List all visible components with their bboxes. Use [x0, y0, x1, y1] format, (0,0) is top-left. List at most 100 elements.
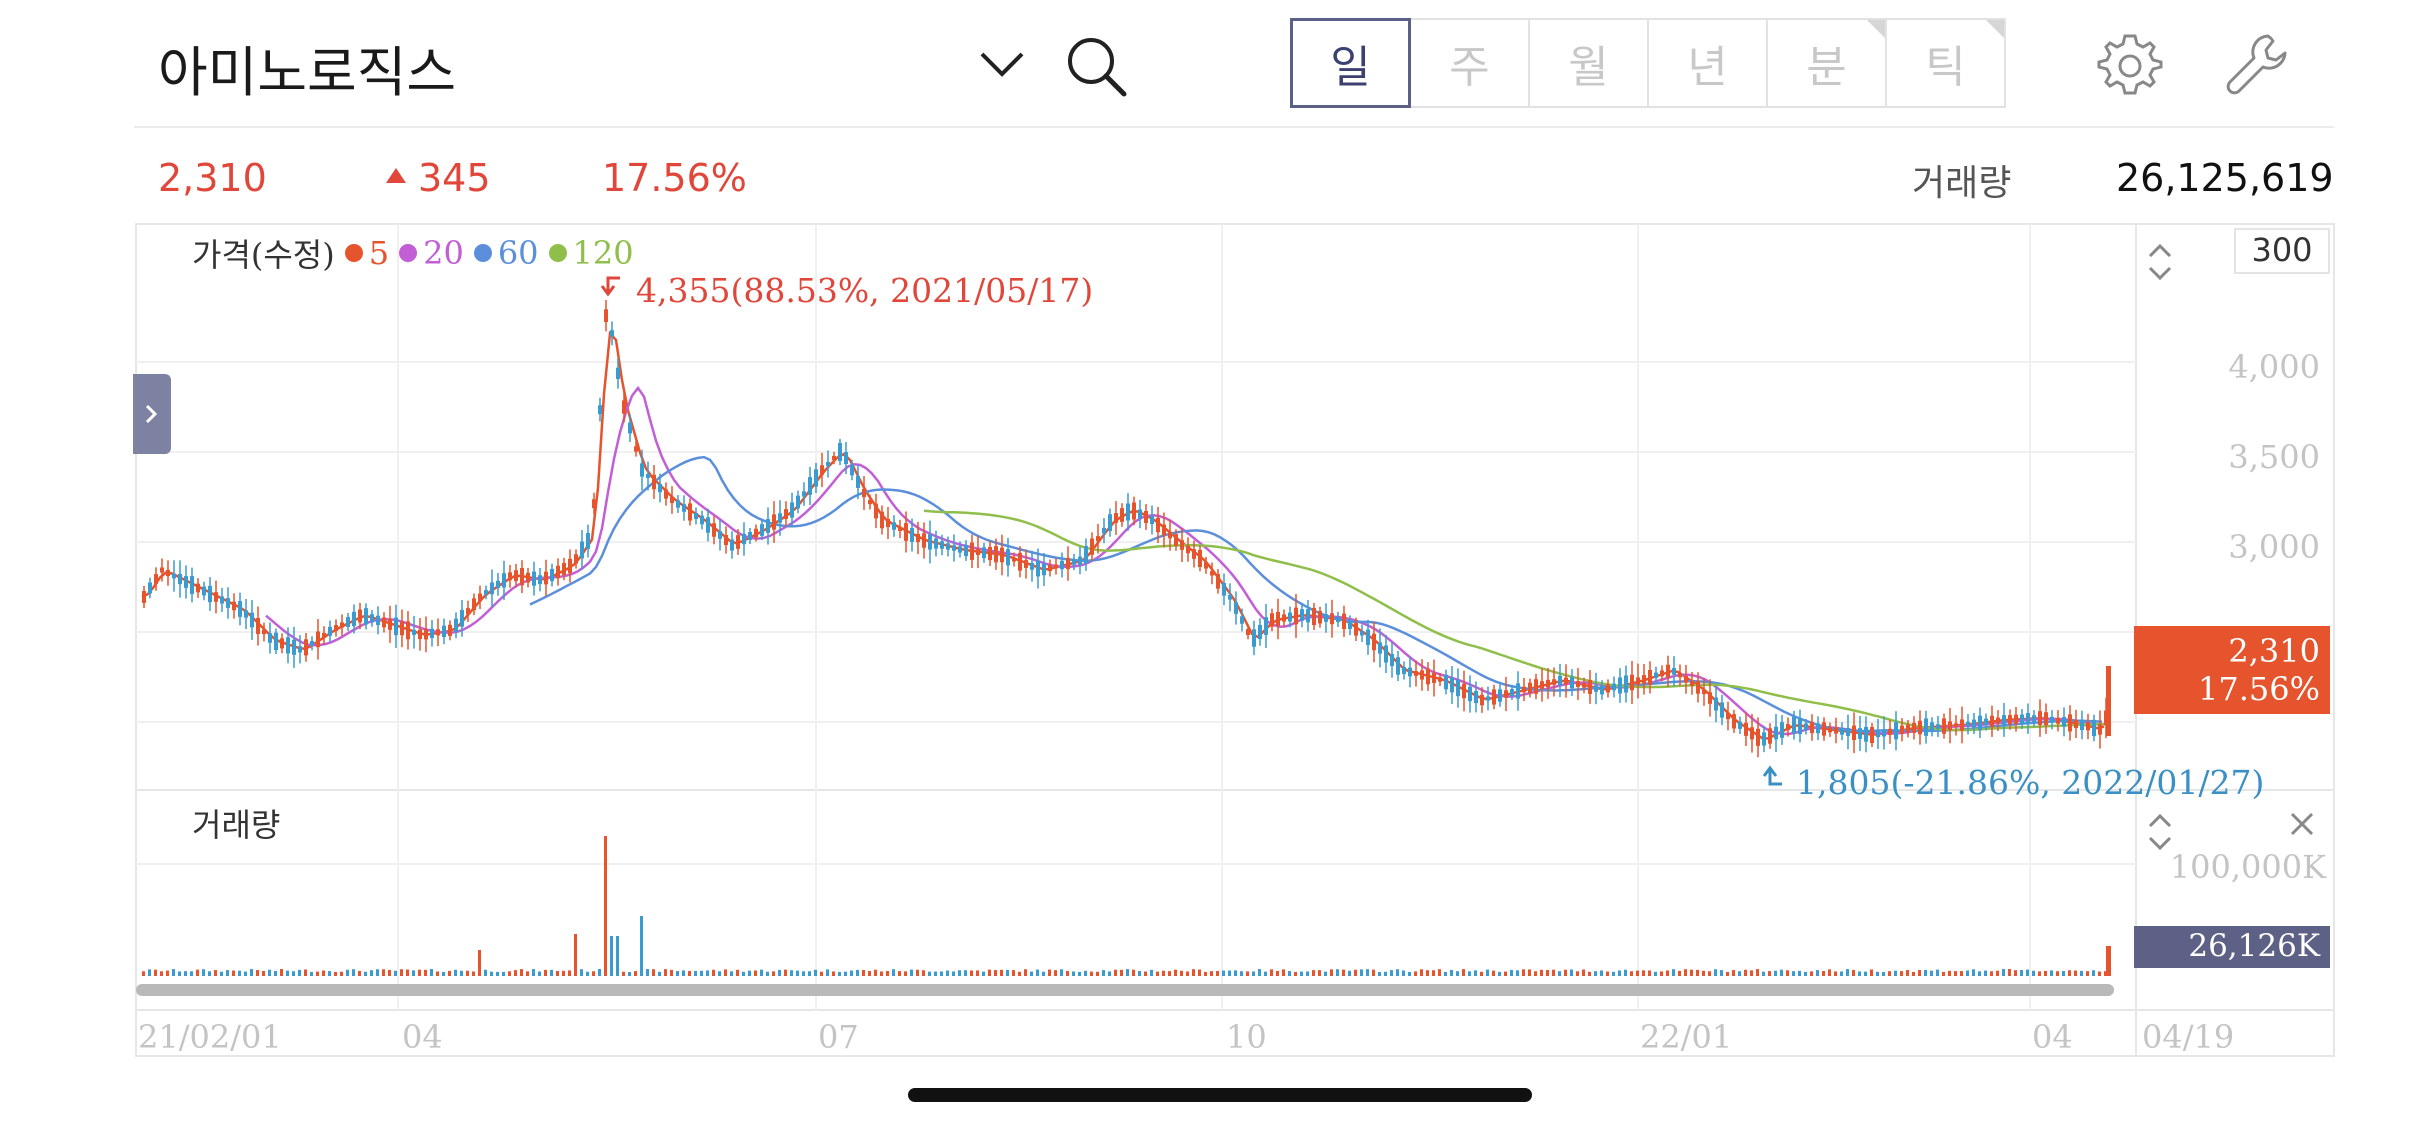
volume-bar: [508, 971, 511, 976]
search-icon[interactable]: [1064, 34, 1128, 98]
stock-name[interactable]: 아미노로직스: [158, 41, 457, 104]
candle-body: [856, 476, 860, 488]
chevron-down-icon[interactable]: [976, 44, 1028, 84]
volume-bar: [376, 969, 379, 976]
candle-body: [1594, 685, 1598, 692]
gear-icon[interactable]: [2096, 30, 2164, 98]
tab-tick[interactable]: 틱: [1885, 18, 2006, 108]
volume-bar: [880, 971, 883, 976]
scale-arrows-icon[interactable]: [2148, 243, 2172, 281]
candle-body: [1300, 609, 1304, 621]
volume-bar: [1114, 969, 1117, 976]
volume-bar: [418, 969, 421, 976]
price-scale-box[interactable]: 300: [2234, 228, 2330, 274]
volume-bar: [436, 971, 439, 976]
volume-bar: [1444, 971, 1447, 976]
period-tabs: 일 주 월 년 분 틱: [1290, 18, 2006, 110]
volume-bar: [946, 970, 949, 976]
volume-bar: [466, 970, 469, 976]
moving-average-line: [265, 385, 2103, 736]
candle-body: [214, 592, 218, 602]
volume-bar: [676, 971, 679, 976]
volume-bar: [2044, 970, 2047, 976]
volume-bar: [808, 971, 811, 976]
candle-body: [862, 488, 866, 498]
candle-body: [1624, 675, 1628, 693]
tab-minute[interactable]: 분: [1766, 18, 1887, 108]
volume-bar: [1474, 970, 1477, 976]
legend-ma60: 60: [497, 234, 539, 272]
candle-body: [1804, 723, 1808, 731]
volume-bar: [490, 971, 493, 976]
candle-body: [886, 518, 890, 528]
tab-year[interactable]: 년: [1647, 18, 1768, 108]
volume-bar: [754, 970, 757, 976]
volume-bar: [1870, 969, 1873, 976]
candle-body: [1204, 562, 1208, 569]
volume-bar: [1240, 971, 1243, 976]
volume-bar: [250, 969, 253, 976]
candle-body: [1900, 725, 1904, 734]
volume-bar: [2104, 971, 2107, 976]
close-icon[interactable]: [2290, 812, 2314, 836]
volume-bar: [652, 969, 655, 976]
candle-body: [808, 477, 812, 495]
current-price: 2,310: [158, 156, 267, 200]
candle-body: [910, 528, 914, 542]
volume-bar: [928, 971, 931, 976]
volume-bar: [1612, 971, 1615, 976]
candle-body: [1516, 683, 1520, 699]
volume-bar: [1714, 969, 1717, 976]
wrench-icon[interactable]: [2222, 30, 2292, 100]
volume-bar: [1798, 970, 1801, 976]
tab-week[interactable]: 주: [1409, 18, 1530, 108]
volume-bar: [226, 970, 229, 976]
x-label: 04: [402, 1018, 443, 1056]
candle-body: [1834, 727, 1838, 734]
candle-body: [1000, 547, 1004, 563]
volume-bar: [166, 970, 169, 976]
candle-body: [1918, 720, 1922, 735]
volume-bar: [640, 916, 643, 976]
volume-bar: [2086, 971, 2089, 976]
volume-bar: [1162, 970, 1165, 976]
volume-bar: [844, 971, 847, 976]
candle-body: [562, 563, 566, 575]
volume-bar: [1960, 971, 1963, 976]
volume-bar: [1042, 971, 1045, 976]
volume-bar: [814, 969, 817, 976]
candle-body: [652, 474, 656, 490]
volume-bar: [160, 971, 163, 976]
candle-body: [598, 405, 602, 415]
tab-day[interactable]: 일: [1290, 18, 1411, 108]
chart-scrollbar[interactable]: [136, 984, 2114, 996]
volume-bar: [2032, 970, 2035, 976]
price-change-pct: 17.56%: [602, 156, 747, 200]
volume-bar: [1738, 971, 1741, 976]
candle-body: [676, 500, 680, 508]
volume-bar: [922, 970, 925, 976]
volume-bar: [2008, 969, 2011, 976]
volume-bar: [1264, 971, 1267, 976]
candle-body: [760, 524, 764, 536]
chevron-right-icon: [145, 404, 158, 424]
candle-body: [1768, 728, 1772, 744]
volume-bar: [1774, 970, 1777, 976]
candle-body: [628, 422, 632, 434]
candle-body: [898, 526, 902, 532]
candle-body: [304, 639, 308, 656]
volume-bar: [988, 969, 991, 976]
candle-body: [1324, 614, 1328, 622]
volume-scale-arrows-icon[interactable]: [2148, 813, 2172, 851]
volume-bar: [616, 936, 619, 976]
volume-bar: [1426, 970, 1429, 976]
tab-tick-label: 틱: [1925, 42, 1966, 93]
candle-body: [226, 598, 230, 608]
side-panel-toggle[interactable]: [133, 374, 171, 454]
volume-bar: [2038, 971, 2041, 976]
candle-body: [1912, 722, 1916, 733]
volume-bar: [1816, 970, 1819, 976]
volume-bar: [316, 971, 319, 976]
candle-body: [2062, 717, 2066, 727]
